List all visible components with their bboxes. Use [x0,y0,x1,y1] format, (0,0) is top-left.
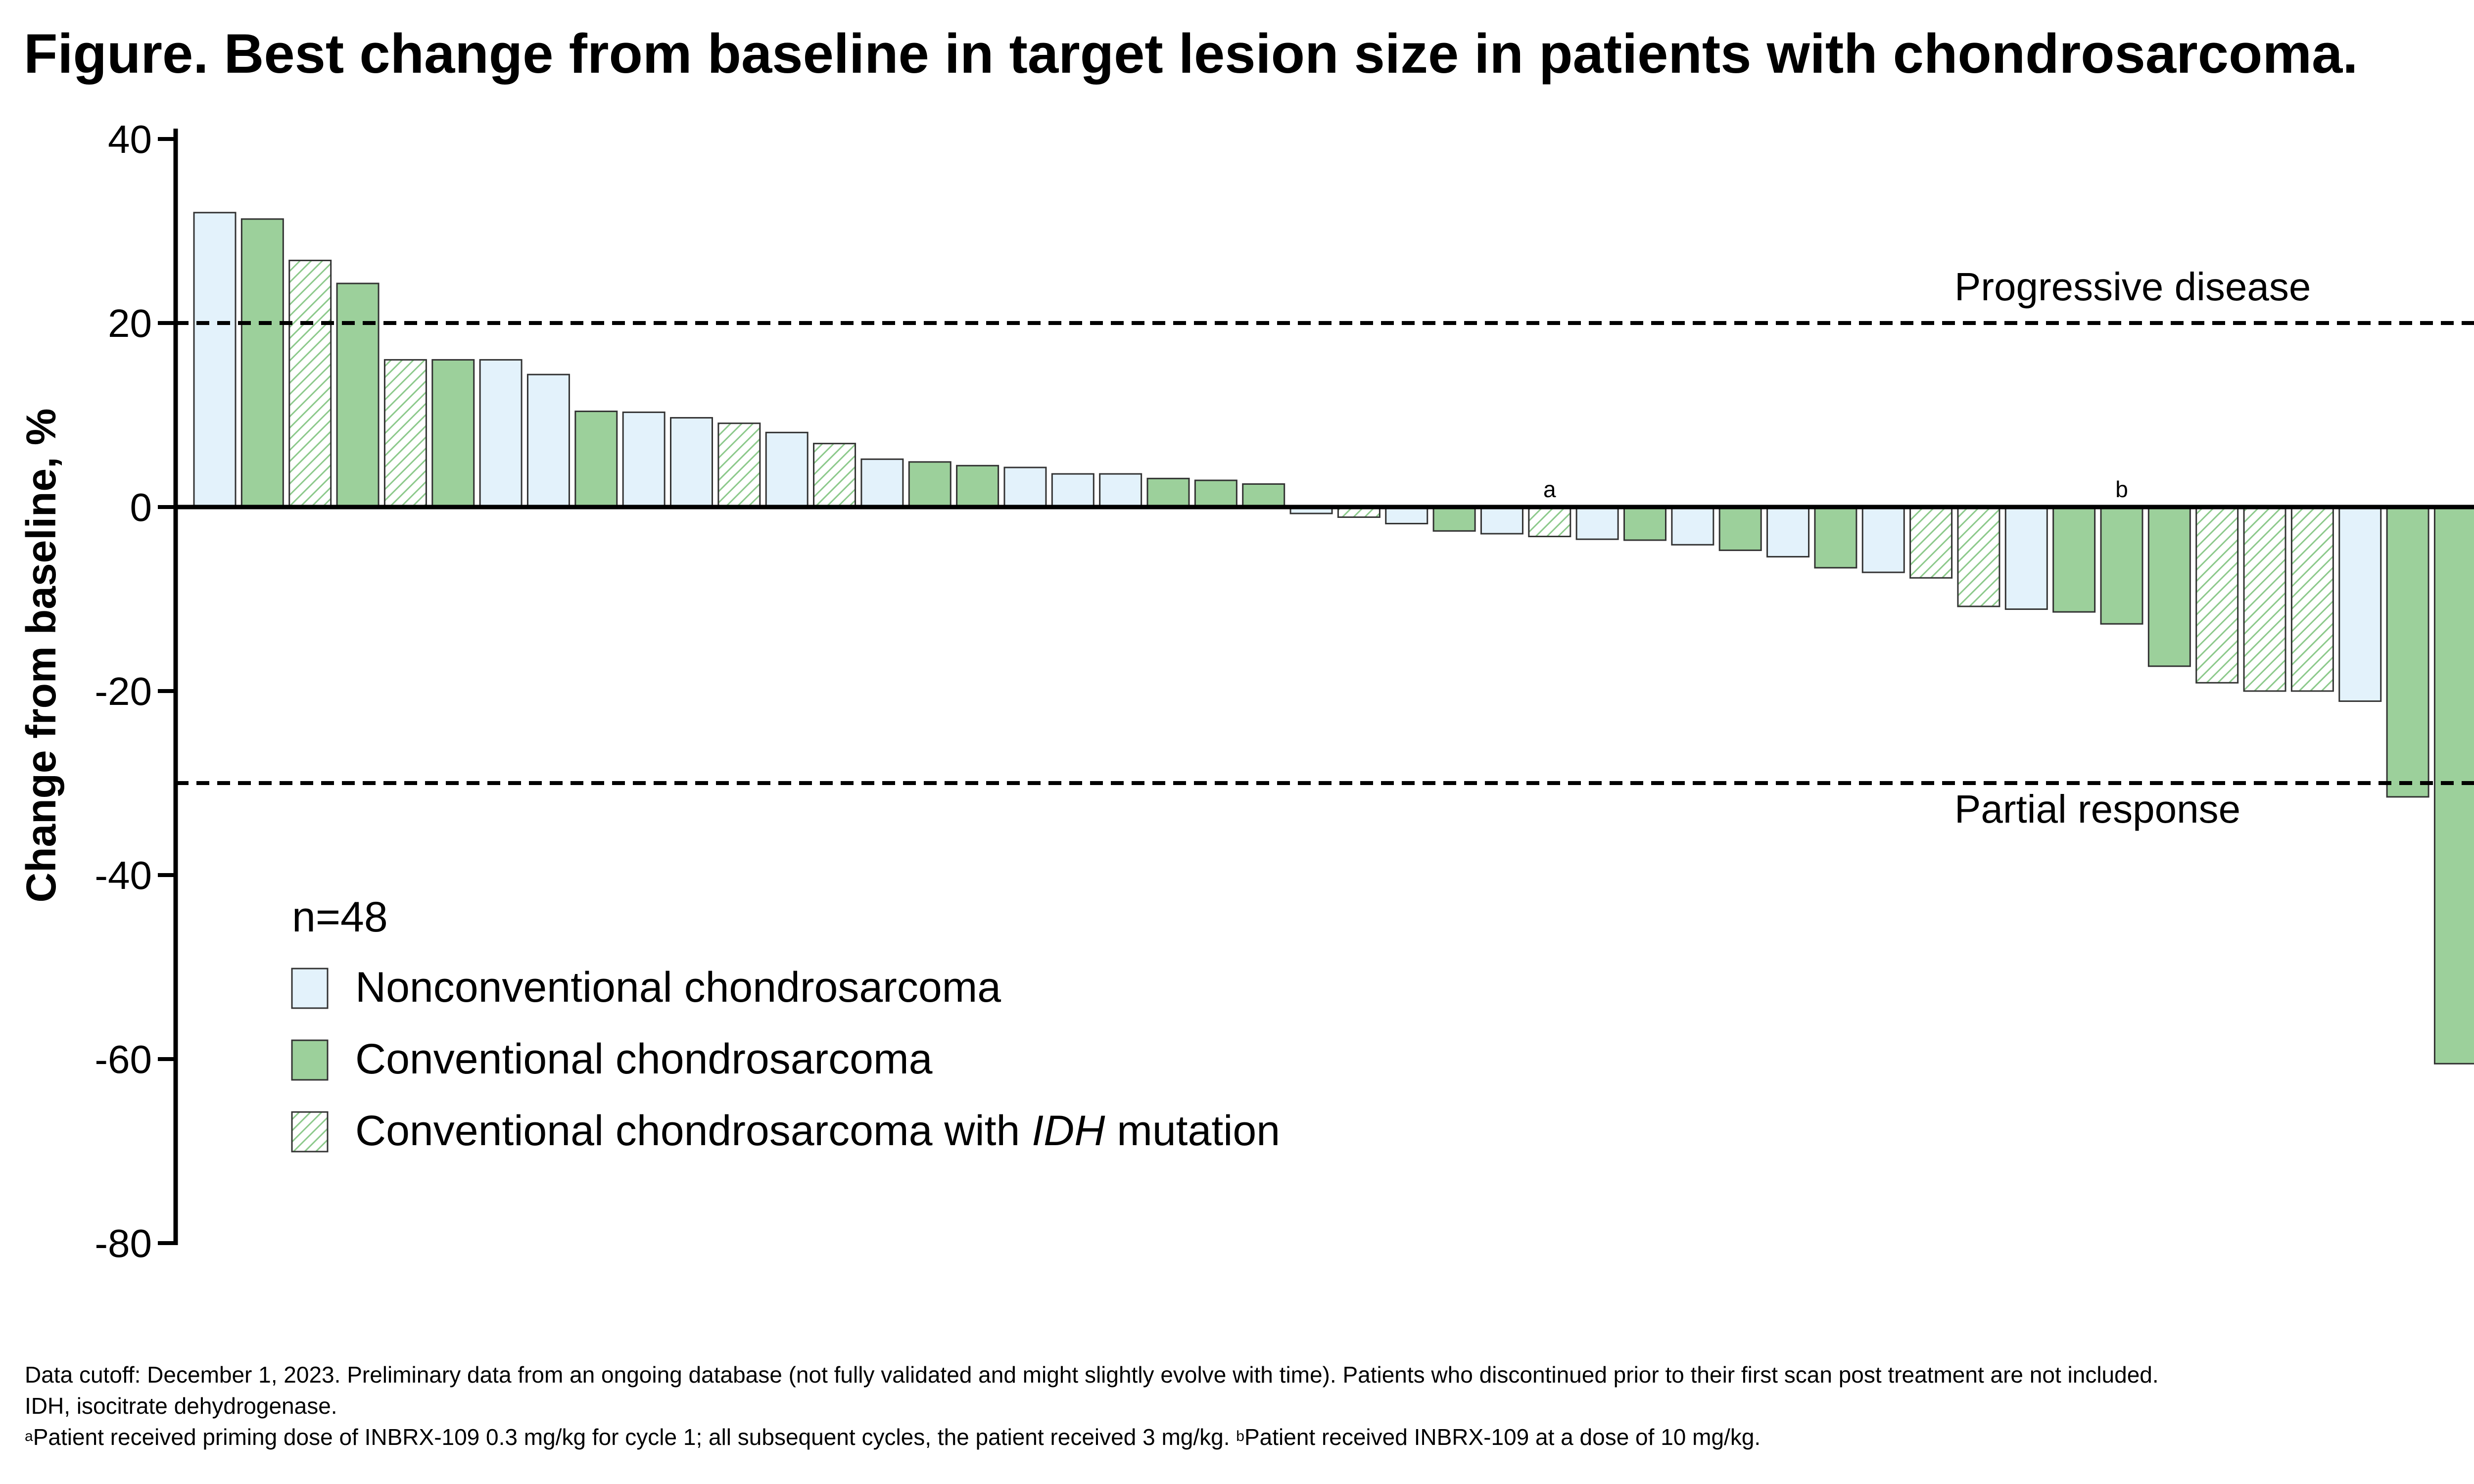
y-tick-label-4: -20 [95,669,152,713]
bar-14 [813,443,856,508]
bar-17 [956,464,999,508]
bar-33 [1718,506,1762,551]
legend: n=48 Nonconventional chondrosarcoma Conv… [291,893,1280,1155]
y-tick-label-1: 40 [108,117,152,161]
bar-11 [670,417,713,508]
bar-8 [526,373,570,508]
y-tick-label-7: -80 [95,1221,152,1265]
bar-27 [1432,506,1476,532]
footnote-a-marker: a [25,1428,33,1444]
y-tick-label-5: -40 [95,853,152,897]
bar-44 [2243,506,2286,692]
y-axis-label: Change from baseline, % [18,409,64,903]
bar-39 [2004,506,2048,610]
legend-swatch-idh [291,1111,329,1153]
bar-annotation-b: b [2115,476,2128,502]
bar-38 [1957,506,2000,607]
bar-20 [1099,473,1142,508]
bar-7 [479,359,523,508]
bar-35 [1814,506,1857,569]
bar-16 [908,461,952,508]
bar-26 [1385,506,1428,524]
legend-item-nonconventional: Nonconventional chondrosarcoma [291,964,1001,1011]
reference-lines: Progressive disease Partial response [176,265,2474,831]
bar-30 [1575,506,1619,540]
bar-15 [860,458,904,508]
bar-3 [288,260,332,508]
footnotes: Data cutoff: December 1, 2023. Prelimina… [25,1359,2474,1453]
bar-22 [1194,479,1237,508]
bar-13 [765,431,809,508]
sample-size-label: n=48 [292,893,388,941]
bar-23 [1242,483,1285,508]
bar-28 [1480,506,1523,535]
legend-label-nonconventional: Nonconventional chondrosarcoma [355,964,1001,1011]
legend-item-idh: Conventional chondrosarcoma with IDH mut… [291,1107,1280,1155]
chart-title: Figure. Best change from baseline in tar… [24,23,2358,85]
bar-5 [383,359,427,508]
bar-29 [1528,506,1571,538]
bar-36 [1861,506,1905,573]
bar-1 [193,212,237,508]
bar-47 [2386,506,2429,798]
footnote-data-cutoff: Data cutoff: December 1, 2023. Prelimina… [25,1362,2159,1388]
footnote-b-text: Patient received INBRX-109 at a dose of … [1244,1424,1761,1450]
bar-6 [431,359,475,508]
bar-34 [1766,506,1810,557]
axes: 40 20 0 -20 -40 -60 -80 [95,117,2474,1265]
bar-12 [717,422,761,508]
y-tick-label-2: 20 [108,301,152,345]
bar-48 [2433,506,2474,1065]
reference-label-1: Progressive disease [1954,265,2311,309]
bar-annotation-a: a [1543,476,1556,502]
legend-swatch-conventional [291,1039,329,1081]
footnote-abbreviation: IDH, isocitrate dehydrogenase. [25,1393,337,1419]
bars-layer [193,212,2474,1065]
bar-19 [1051,473,1094,508]
bar-21 [1146,477,1190,508]
y-tick-label-3: 0 [130,485,152,529]
bar-37 [1909,506,1953,579]
bar-42 [2147,506,2191,667]
footnote-notes: aPatient received priming dose of INBRX-… [25,1422,2474,1453]
legend-label-idh: Conventional chondrosarcoma with IDH mut… [355,1107,1280,1155]
bar-10 [622,411,666,508]
bar-2 [240,218,284,508]
legend-swatch-nonconventional [291,968,329,1009]
reference-label-2: Partial response [1954,787,2240,831]
bar-4 [336,282,380,508]
y-tick-label-6: -60 [95,1037,152,1081]
footnote-a-text: Patient received priming dose of INBRX-1… [33,1424,1237,1450]
bar-43 [2195,506,2239,684]
bar-32 [1671,506,1714,546]
legend-item-conventional: Conventional chondrosarcoma [291,1035,933,1083]
bar-31 [1623,506,1666,541]
footnote-b-marker: b [1236,1428,1244,1444]
bar-46 [2338,506,2382,702]
legend-label-conventional: Conventional chondrosarcoma [355,1035,933,1083]
bar-45 [2290,506,2334,692]
bar-9 [574,411,618,508]
bar-41 [2100,506,2143,625]
bar-18 [1003,466,1047,508]
bar-40 [2052,506,2096,613]
